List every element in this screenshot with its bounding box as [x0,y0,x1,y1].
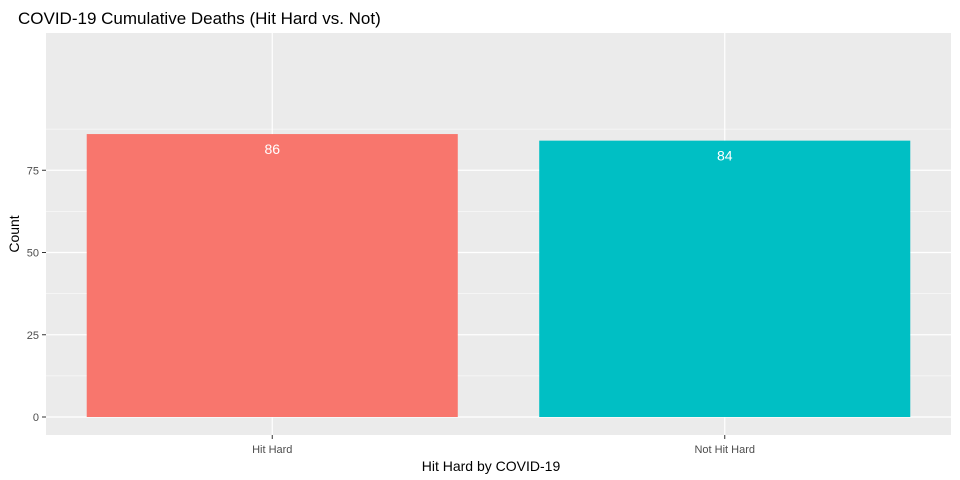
bars: 86 84 [86,134,911,417]
x-tick-label: Hit Hard [252,444,292,456]
y-axis: 0 25 50 75 [27,165,46,424]
y-tick-label: 75 [27,165,39,177]
bar [539,140,911,417]
bar [86,134,458,417]
y-tick-label: 50 [27,248,39,260]
y-axis-title: Count [6,215,22,252]
x-axis-title: Hit Hard by COVID-19 [422,458,561,474]
x-tick-label: Not Hit Hard [694,444,755,456]
chart-title: COVID-19 Cumulative Deaths (Hit Hard vs.… [18,9,381,28]
bar-value-label: 84 [717,148,733,164]
bar-value-label: 86 [264,141,280,157]
x-axis: Hit Hard Not Hit Hard [252,435,755,456]
y-tick-label: 0 [33,412,39,424]
y-tick-label: 25 [27,330,39,342]
